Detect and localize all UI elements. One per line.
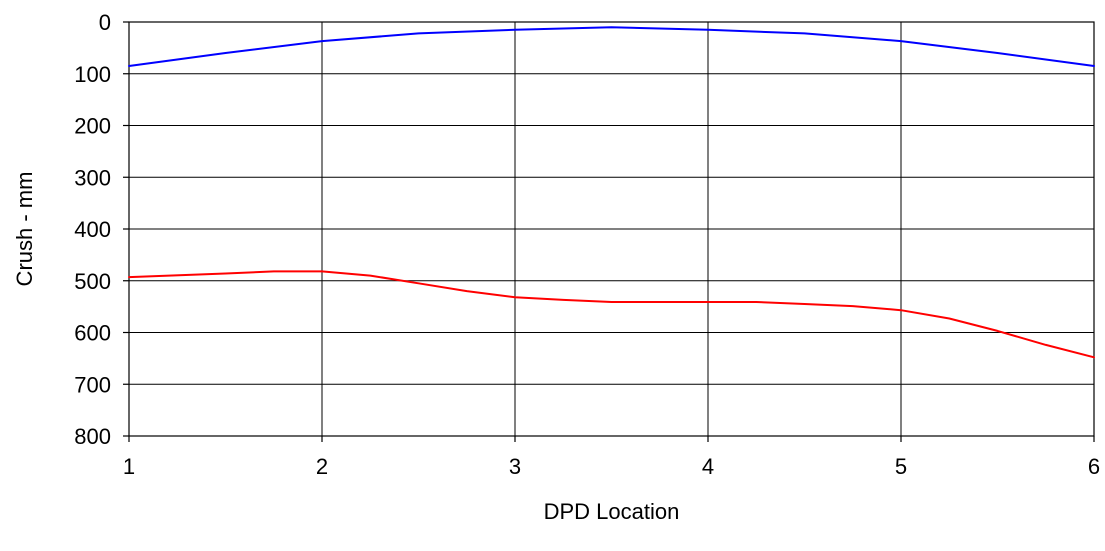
- x-tick-label: 6: [1088, 454, 1100, 479]
- tick-labels: 0 100 200 300 400 500 600 700 800 1 2 3 4 5 6: [74, 10, 1100, 479]
- x-axis-title: DPD Location: [544, 499, 680, 524]
- y-tick-label: 100: [74, 62, 111, 87]
- x-tick-label: 2: [316, 454, 328, 479]
- y-tick-label: 600: [74, 321, 111, 346]
- y-tick-label: 0: [99, 10, 111, 35]
- x-tick-label: 4: [702, 454, 714, 479]
- y-tick-label: 200: [74, 114, 111, 139]
- y-axis-title: Crush - mm: [12, 172, 37, 287]
- series-lines: [128, 26, 1095, 359]
- y-tick-label: 400: [74, 217, 111, 242]
- series-line-2: [128, 270, 1095, 359]
- y-tick-label: 500: [74, 269, 111, 294]
- axis-ticks: [123, 21, 1095, 442]
- grid-lines: [128, 21, 1095, 437]
- y-tick-label: 800: [74, 424, 111, 449]
- x-tick-label: 5: [895, 454, 907, 479]
- x-tick-label: 1: [123, 454, 135, 479]
- series-line-1: [128, 26, 1095, 67]
- x-tick-label: 3: [509, 454, 521, 479]
- y-tick-label: 700: [74, 372, 111, 397]
- y-tick-label: 300: [74, 165, 111, 190]
